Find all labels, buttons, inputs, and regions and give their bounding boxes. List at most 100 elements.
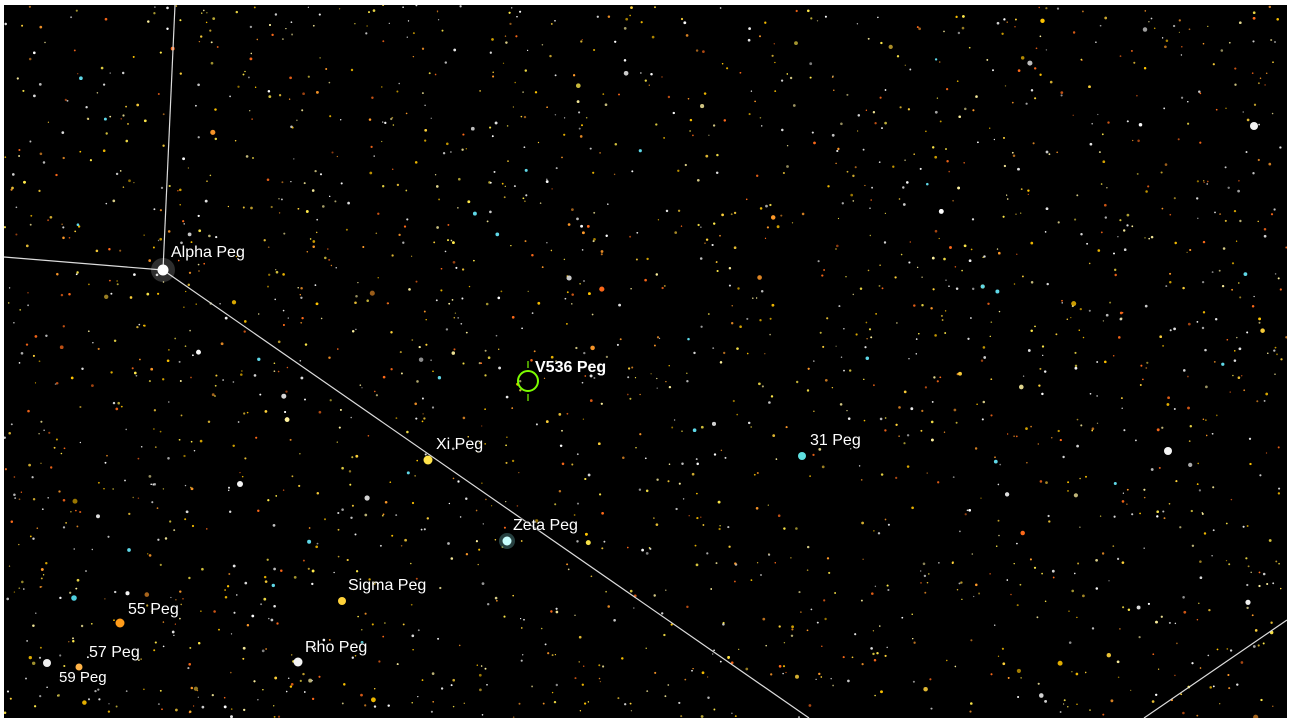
target-reticle-icon[interactable] <box>517 361 539 401</box>
background-star <box>47 219 50 222</box>
background-star <box>1126 120 1129 123</box>
background-star <box>629 702 632 705</box>
background-star <box>521 327 523 330</box>
background-star <box>253 6 256 9</box>
background-star <box>524 200 526 203</box>
background-star <box>224 596 228 599</box>
background-star <box>148 259 151 262</box>
star-bright-east[interactable] <box>1250 122 1258 130</box>
background-star <box>193 686 199 691</box>
background-star <box>721 63 724 65</box>
background-star <box>1091 429 1094 432</box>
star-chart[interactable]: Alpha Peg V536 Peg Xi Peg 31 Peg Zeta Pe… <box>4 5 1287 718</box>
background-star <box>1235 240 1238 242</box>
background-star <box>124 479 126 482</box>
background-star <box>96 92 99 94</box>
background-star <box>761 125 763 127</box>
background-star <box>1003 164 1007 168</box>
background-star <box>411 634 415 638</box>
background-star <box>316 218 319 221</box>
background-star <box>604 103 608 107</box>
label-rho-peg: Rho Peg <box>305 639 368 656</box>
background-star <box>531 253 534 257</box>
background-star <box>1120 317 1123 320</box>
star-alpha-peg[interactable] <box>157 264 169 276</box>
background-star <box>361 629 363 631</box>
background-star <box>185 510 189 514</box>
background-star <box>421 397 424 400</box>
background-star <box>1081 10 1084 13</box>
background-star <box>191 524 195 528</box>
background-star <box>1048 153 1051 156</box>
background-star <box>27 409 30 413</box>
background-star <box>395 417 398 419</box>
star-59-peg[interactable] <box>43 659 51 667</box>
background-star <box>719 525 721 527</box>
background-star <box>1278 487 1281 490</box>
background-star <box>152 483 155 486</box>
background-star <box>563 258 566 261</box>
background-star <box>1186 375 1189 378</box>
star-zeta-peg[interactable] <box>502 536 512 546</box>
star-sigma-peg[interactable] <box>338 597 346 605</box>
background-star <box>943 257 946 261</box>
background-star <box>923 574 927 578</box>
star-cyan-left[interactable] <box>71 595 77 601</box>
background-star <box>840 122 843 126</box>
background-star <box>1212 486 1215 489</box>
star-55-peg[interactable] <box>115 618 125 628</box>
background-star <box>115 705 118 708</box>
background-star <box>908 357 910 360</box>
background-star <box>550 22 553 25</box>
background-star <box>954 665 957 668</box>
background-star <box>129 296 133 299</box>
background-star <box>329 195 331 198</box>
background-star <box>884 89 887 91</box>
background-star <box>506 125 509 127</box>
background-star <box>631 170 634 173</box>
background-star <box>351 656 354 659</box>
star-xi-peg[interactable] <box>423 455 433 465</box>
background-star <box>436 10 439 12</box>
background-star <box>640 72 642 74</box>
background-star <box>585 116 588 119</box>
background-star <box>1231 288 1233 291</box>
background-star <box>748 113 751 116</box>
background-star <box>131 367 134 370</box>
background-star <box>452 705 455 708</box>
background-star <box>259 393 262 396</box>
background-star <box>290 21 293 23</box>
background-star <box>561 429 563 432</box>
background-star <box>157 703 160 706</box>
background-star <box>264 410 268 413</box>
background-star <box>177 190 179 192</box>
background-star <box>1060 94 1063 97</box>
star-rho-peg[interactable] <box>293 657 303 667</box>
background-star <box>680 17 684 21</box>
background-star <box>167 230 171 233</box>
background-star <box>289 76 292 80</box>
background-star <box>68 236 71 239</box>
background-star <box>832 75 834 77</box>
background-star <box>375 232 378 235</box>
background-star <box>821 465 825 469</box>
background-star <box>911 613 913 615</box>
background-star <box>509 22 512 26</box>
background-star <box>1080 58 1083 61</box>
star-white-left[interactable] <box>237 481 243 487</box>
background-star <box>105 202 108 205</box>
background-star <box>719 234 721 237</box>
background-star <box>1076 703 1078 705</box>
background-star <box>1240 661 1244 664</box>
background-star <box>561 462 565 466</box>
star-57-peg[interactable] <box>75 663 83 671</box>
star-bright-right[interactable] <box>1164 447 1172 455</box>
background-star <box>563 524 565 527</box>
background-star <box>1165 39 1169 42</box>
background-star <box>329 399 332 402</box>
background-star <box>866 338 868 340</box>
background-star <box>484 349 487 352</box>
star-31-peg[interactable] <box>798 452 806 460</box>
background-star <box>700 516 702 518</box>
background-star <box>59 596 62 600</box>
